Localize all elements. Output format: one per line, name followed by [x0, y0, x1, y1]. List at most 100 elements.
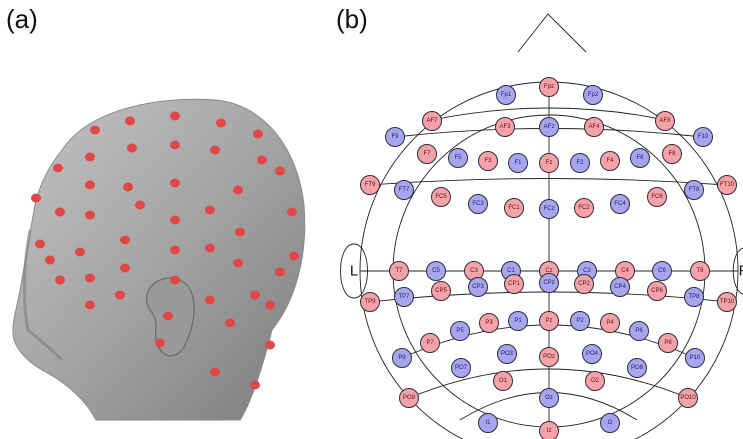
left-ear: [340, 243, 368, 299]
electrode-p5: P5: [450, 321, 470, 341]
electrode-marker: [539, 77, 559, 97]
electrode-label: CP1: [508, 281, 520, 287]
electrode-marker: [582, 344, 602, 364]
photo-electrode-dot: [170, 111, 180, 121]
photo-electrode-markers: [31, 111, 299, 390]
photo-electrode-dot: [170, 215, 180, 225]
electrode-marker: [468, 277, 488, 297]
electrode-marker: [662, 144, 682, 164]
electrode-marker: [574, 274, 594, 294]
electrode-tp7: TP7: [394, 287, 414, 307]
electrode-f8: F8: [662, 144, 682, 164]
electrode-label: C3: [470, 268, 478, 274]
electrode-marker: [630, 148, 650, 168]
photo-electrode-dot: [55, 275, 65, 285]
electrode-label: P8: [664, 340, 672, 346]
electrode-cp5: CP5: [431, 281, 451, 301]
electrode-marker: [693, 127, 713, 147]
electrode-label: C2: [583, 268, 591, 274]
electrode-marker: [658, 333, 678, 353]
electrode-p10: P10: [685, 348, 705, 368]
electrode-marker: [385, 127, 405, 147]
electrode-marker: [685, 348, 705, 368]
electrode-p3: P3: [479, 313, 499, 333]
electrode-label: FT10: [720, 182, 735, 188]
electrode-f4: F4: [600, 151, 620, 171]
electrode-label: FC6: [651, 194, 663, 200]
electrode-marker: [539, 199, 559, 219]
electrode-label: F9: [391, 134, 399, 140]
electrode-f3: F3: [478, 151, 498, 171]
electrode-label: AF3: [499, 124, 511, 130]
electrode-label: C6: [658, 268, 666, 274]
electrode-marker: [629, 321, 649, 341]
electrode-marker: [450, 321, 470, 341]
electrode-label: Iz: [547, 428, 552, 434]
electrode-pz: Pz: [539, 311, 559, 331]
electrode-fc5: FC5: [431, 187, 451, 207]
electrode-label: CP6: [651, 288, 663, 294]
arc-po: [408, 368, 689, 399]
electrode-label: Pz: [545, 318, 552, 324]
electrode-marker: [539, 388, 559, 408]
electrode-fc4: FC4: [610, 194, 630, 214]
electrode-marker: [420, 333, 440, 353]
electrode-label: C5: [432, 268, 440, 274]
electrode-fpz: Fpz: [539, 77, 559, 97]
photo-electrode-dot: [85, 210, 95, 220]
electrode-marker: [496, 85, 516, 105]
electrode-o1: O1: [493, 371, 513, 391]
electrode-label: FT7: [399, 187, 410, 193]
electrode-marker: [504, 198, 524, 218]
electrode-marker: [394, 180, 414, 200]
electrode-marker: [570, 153, 590, 173]
electrode-t8: T8: [690, 261, 710, 281]
electrode-label: F8: [668, 151, 676, 157]
right-side-label: R: [739, 263, 743, 280]
electrode-label: FC1: [508, 205, 520, 211]
electrode-marker: [497, 344, 517, 364]
electrode-marker: [508, 153, 528, 173]
electrode-fc2: FC2: [574, 198, 594, 218]
electrode-cpz: CPz: [539, 273, 559, 293]
electrode-marker: [360, 175, 380, 195]
left-side-label: L: [350, 263, 358, 280]
electrode-c5: C5: [426, 261, 446, 281]
photo-electrode-dot: [275, 166, 285, 176]
electrode-f2: F2: [570, 153, 590, 173]
electrode-marker: [647, 187, 667, 207]
electrode-f7: F7: [417, 144, 437, 164]
photo-electrode-dot: [163, 311, 173, 321]
electrode-marker: [690, 261, 710, 281]
electrode-marker: [584, 117, 604, 137]
electrode-marker: [479, 313, 499, 333]
electrode-label: F6: [636, 155, 644, 161]
electrode-marker: [417, 144, 437, 164]
electrode-label: AFz: [544, 124, 555, 130]
electrode-marker: [652, 261, 672, 281]
electrode-p9: P9: [392, 348, 412, 368]
electrode-label: PO10: [680, 395, 696, 401]
electrode-po10: PO10: [678, 388, 698, 408]
photo-electrode-dot: [85, 273, 95, 283]
electrode-i1: I1: [478, 413, 498, 433]
electrode-fp1: Fp1: [496, 85, 516, 105]
electrode-label: F5: [454, 155, 462, 161]
electrode-cp3: CP3: [468, 277, 488, 297]
electrode-poz: POz: [539, 347, 559, 367]
electrode-label: Cz: [545, 268, 552, 274]
electrode-label: F2: [576, 160, 584, 166]
electrode-label: P6: [635, 328, 643, 334]
electrode-label: PO7: [455, 365, 468, 371]
electrode-marker: [570, 311, 590, 331]
electrode-label: P1: [514, 318, 522, 324]
electrode-ft8: FT8: [684, 180, 704, 200]
electrode-cp1: CP1: [504, 274, 524, 294]
electrode-label: C1: [507, 268, 515, 274]
electrode-label: Fz: [546, 160, 553, 166]
electrode-marker: [684, 180, 704, 200]
electrode-label: FT8: [689, 187, 700, 193]
electrode-c6: C6: [652, 261, 672, 281]
electrode-label: T8: [696, 268, 704, 274]
electrode-p7: P7: [420, 333, 440, 353]
